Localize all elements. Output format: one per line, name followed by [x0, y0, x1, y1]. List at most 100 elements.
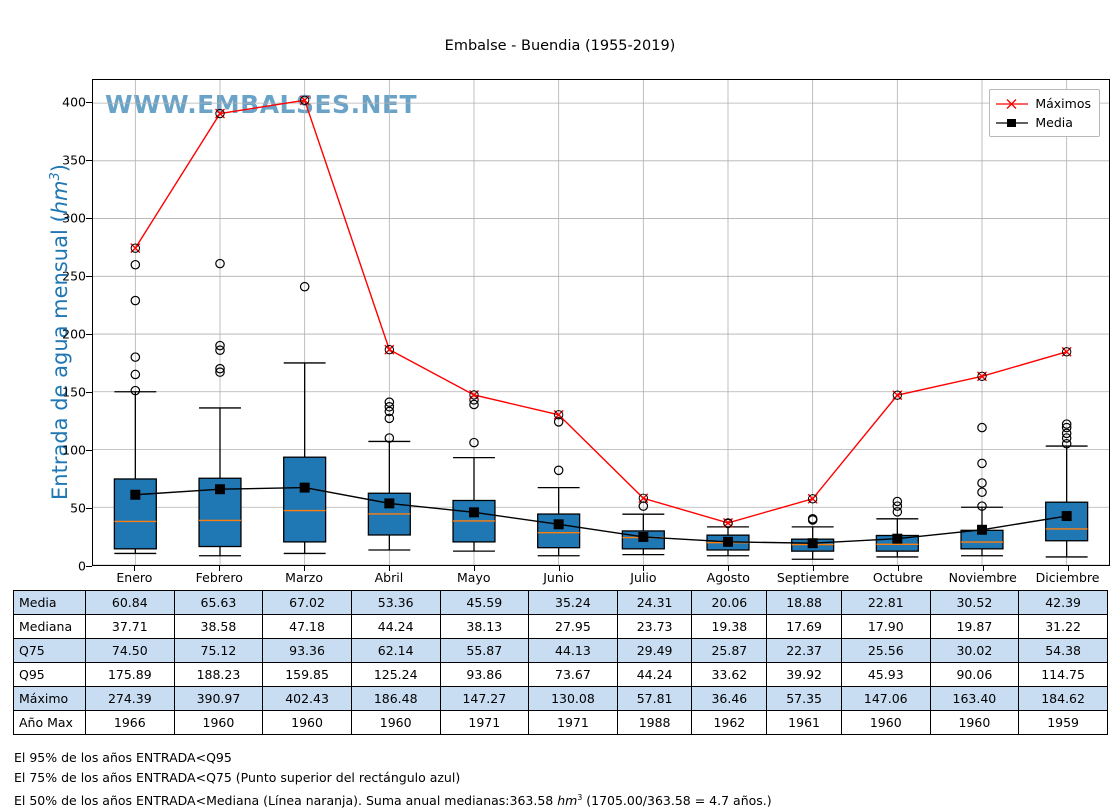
table-cell: 38.13	[439, 614, 530, 639]
table-cell: 1966	[85, 710, 175, 735]
table-cell: 44.24	[350, 614, 441, 639]
y-axis-tick: 150	[62, 384, 86, 400]
outlier-point	[130, 295, 141, 306]
table-cell: 25.87	[691, 638, 768, 663]
outlier-point	[215, 345, 225, 355]
table-cell: 125.24	[350, 662, 441, 687]
y-axis-tick: 350	[62, 152, 86, 168]
legend-label-media: Media	[1035, 115, 1073, 130]
y-axis-tick-mark	[86, 508, 92, 510]
x-axis-tick-mark	[134, 566, 136, 571]
box-iqr	[283, 456, 327, 543]
y-axis-tick: 200	[62, 326, 86, 342]
outlier-point	[130, 369, 141, 380]
table-cell: 47.18	[262, 614, 352, 639]
table-cell: 188.23	[173, 662, 264, 687]
x-axis-tick-mark	[643, 566, 645, 571]
table-cell: 402.43	[262, 686, 352, 711]
table-cell: 130.08	[528, 686, 618, 711]
legend-marker-square-icon	[996, 118, 1029, 127]
x-axis-tick-mark	[219, 566, 221, 571]
footnote-mediana-b: (1705.00/363.58 = 4.7 años.)	[582, 793, 772, 809]
marker-square-icon	[807, 538, 818, 549]
x-axis-tick: Agosto	[706, 570, 750, 585]
table-cell: 1960	[350, 710, 441, 735]
y-axis-tick-mark	[86, 276, 92, 278]
x-axis-tick-mark	[473, 566, 475, 571]
marker-ring-icon	[723, 518, 733, 528]
boxplot-marzo	[283, 281, 327, 555]
table-row-header: Máximo	[13, 686, 86, 711]
y-axis-tick-labels: 0 50 100 150 200 250 300 350 400	[34, 79, 86, 574]
table-cell: 186.48	[350, 686, 441, 711]
x-axis-tick: Julio	[630, 570, 657, 585]
series-mximos	[130, 95, 1072, 528]
table-row: Mediana 37.71 38.58 47.18 44.24 38.13 27.95 23.…	[13, 614, 1108, 639]
table-cell: 1960	[840, 710, 931, 735]
outlier-point	[1061, 438, 1072, 449]
x-axis-tick-mark	[813, 566, 815, 571]
table-cell: 93.86	[439, 662, 530, 687]
x-axis-tick: Abril	[374, 570, 404, 585]
table-cell: 274.39	[85, 686, 175, 711]
table-cell: 44.24	[616, 662, 693, 687]
series-line	[134, 99, 1067, 524]
x-axis-tick: Octubre	[872, 570, 923, 585]
table-row-header: Q95	[13, 662, 86, 687]
table-cell: 1959	[1018, 710, 1108, 735]
table-cell: 33.62	[691, 662, 768, 687]
boxplots	[113, 258, 1089, 560]
y-axis-tick-mark	[86, 102, 92, 104]
plot-area: WWW.EMBALSES.NET Máximos Media	[92, 79, 1110, 566]
table-row-header: Año Max	[13, 710, 86, 735]
marker-square-icon	[384, 498, 395, 509]
table-cell: 57.35	[766, 686, 842, 711]
legend-item-maximos: Máximos	[995, 94, 1091, 113]
boxplot-enero	[113, 259, 157, 555]
table-cell: 159.85	[262, 662, 352, 687]
outlier-point	[553, 465, 564, 476]
boxplot-canvas	[93, 80, 1109, 565]
outlier-point	[807, 514, 818, 524]
y-axis-tick: 250	[62, 268, 86, 284]
legend-item-media: Media	[995, 113, 1091, 132]
x-axis-tick-mark	[897, 566, 899, 571]
table-cell: 19.87	[929, 614, 1020, 639]
y-axis-tick-mark	[86, 218, 92, 220]
table-row-header: Q75	[13, 638, 86, 663]
x-axis-tick-mark	[728, 566, 730, 571]
table-cell: 25.56	[840, 638, 931, 663]
x-axis-tick: Diciembre	[1035, 570, 1100, 585]
table-cell: 36.46	[691, 686, 768, 711]
outlier-point	[638, 501, 649, 511]
table-cell: 39.92	[766, 662, 842, 687]
table-cell: 1960	[173, 710, 264, 735]
outlier-point	[130, 352, 141, 362]
outlier-point	[892, 496, 903, 507]
outlier-point	[892, 501, 903, 511]
outlier-point	[384, 406, 395, 417]
y-axis-tick: 100	[62, 442, 86, 458]
outlier-point	[1061, 419, 1072, 429]
outlier-point	[384, 433, 395, 443]
outlier-point	[299, 281, 310, 292]
outlier-point	[553, 417, 564, 427]
table-cell: 163.40	[929, 686, 1020, 711]
table-cell: 22.37	[766, 638, 842, 663]
x-axis-tick-mark	[1067, 566, 1069, 571]
table-cell: 75.12	[173, 638, 264, 663]
table-cell: 30.52	[929, 590, 1020, 615]
table-cell: 20.06	[691, 590, 768, 615]
footnote-q95: El 95% de los años ENTRADA<Q95	[14, 750, 232, 765]
y-axis-tick-mark	[86, 392, 92, 394]
table-cell: 37.71	[85, 614, 175, 639]
table-cell: 17.90	[840, 614, 931, 639]
table-cell: 45.93	[840, 662, 931, 687]
table-cell: 27.95	[528, 614, 618, 639]
table-cell: 31.22	[1018, 614, 1108, 639]
boxplot-julio	[621, 501, 665, 556]
x-axis-tick: Junio	[543, 570, 574, 585]
y-axis-tick-mark	[86, 160, 92, 162]
outlier-point	[977, 487, 987, 498]
box-iqr	[1045, 501, 1089, 542]
